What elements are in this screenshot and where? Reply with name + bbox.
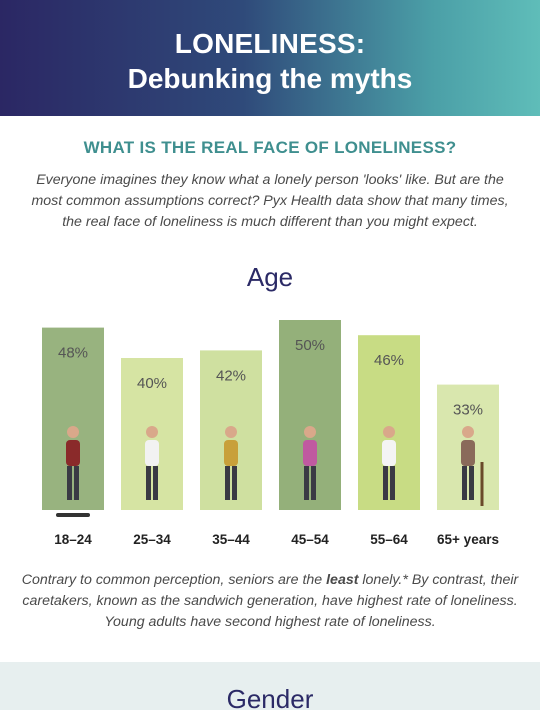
category-label: 55–64 (370, 532, 408, 547)
person-leg (462, 466, 467, 500)
person-head (462, 426, 474, 438)
person-figure-icon (224, 426, 238, 500)
bar-group: 48% 18–24 (42, 327, 104, 547)
person-leg (225, 466, 230, 500)
caption-paragraph: Contrary to common perception, seniors a… (20, 570, 520, 633)
caption-text-after: lonely.* By contrast, their caretakers, … (22, 572, 519, 630)
bar-group: 42% 35–44 (200, 350, 262, 547)
person-leg (153, 466, 158, 500)
caption-text-before: Contrary to common perception, seniors a… (21, 572, 327, 588)
person-torso (66, 440, 80, 466)
person-leg (469, 466, 474, 500)
bar-group: 46% 55–64 (358, 335, 420, 547)
category-label: 45–54 (291, 532, 329, 547)
person-leg (74, 466, 79, 500)
bar-group: 33% 65+ years (437, 384, 499, 547)
person-head (304, 426, 316, 438)
person-head (225, 426, 237, 438)
person-torso (224, 440, 238, 466)
bar (42, 327, 104, 510)
person-figure-icon (303, 426, 317, 500)
category-label: 35–44 (212, 532, 250, 547)
category-label: 18–24 (54, 532, 92, 547)
page-title-line2: Debunking the myths (127, 63, 413, 94)
chart-title: Age (246, 262, 294, 292)
gender-section-title: Gender (226, 684, 314, 714)
person-head (146, 426, 158, 438)
person-torso (303, 440, 317, 466)
section-heading: WHAT IS THE REAL FACE OF LONELINESS? (83, 138, 457, 157)
person-leg (304, 466, 309, 500)
age-bar-chart: 48% 18–24 40% 25–34 42% 35–44 50% 45–54 46% 55–64… (42, 320, 499, 547)
person-leg (390, 466, 395, 500)
gender-section-band (0, 662, 540, 710)
category-label: 25–34 (133, 532, 171, 547)
person-head (67, 426, 79, 438)
bar-value-label: 50% (295, 337, 325, 354)
header-banner: LONELINESS: Debunking the myths (0, 0, 540, 116)
person-figure-icon (145, 426, 159, 500)
bar (279, 320, 341, 510)
person-leg (311, 466, 316, 500)
person-leg (383, 466, 388, 500)
person-torso (382, 440, 396, 466)
person-figure-icon (461, 426, 475, 500)
person-torso (145, 440, 159, 466)
bar-group: 40% 25–34 (121, 358, 183, 547)
intro-paragraph: Everyone imagines they know what a lonel… (31, 172, 509, 230)
person-leg (232, 466, 237, 500)
person-leg (67, 466, 72, 500)
bar (358, 335, 420, 510)
bar-value-label: 48% (58, 345, 88, 362)
person-head (383, 426, 395, 438)
page-title-line1: LONELINESS: (174, 28, 366, 59)
category-label: 65+ years (437, 532, 499, 547)
bar-group: 50% 45–54 (279, 320, 341, 547)
bar-value-label: 33% (453, 402, 483, 419)
bar-value-label: 46% (374, 352, 404, 369)
bar-value-label: 42% (216, 367, 246, 384)
person-torso (461, 440, 475, 466)
caption-emphasis: least (326, 572, 359, 588)
person-leg (146, 466, 151, 500)
bar-value-label: 40% (137, 375, 167, 392)
skateboard-icon (56, 513, 90, 517)
person-figure-icon (382, 426, 396, 500)
person-figure-icon (66, 426, 80, 500)
